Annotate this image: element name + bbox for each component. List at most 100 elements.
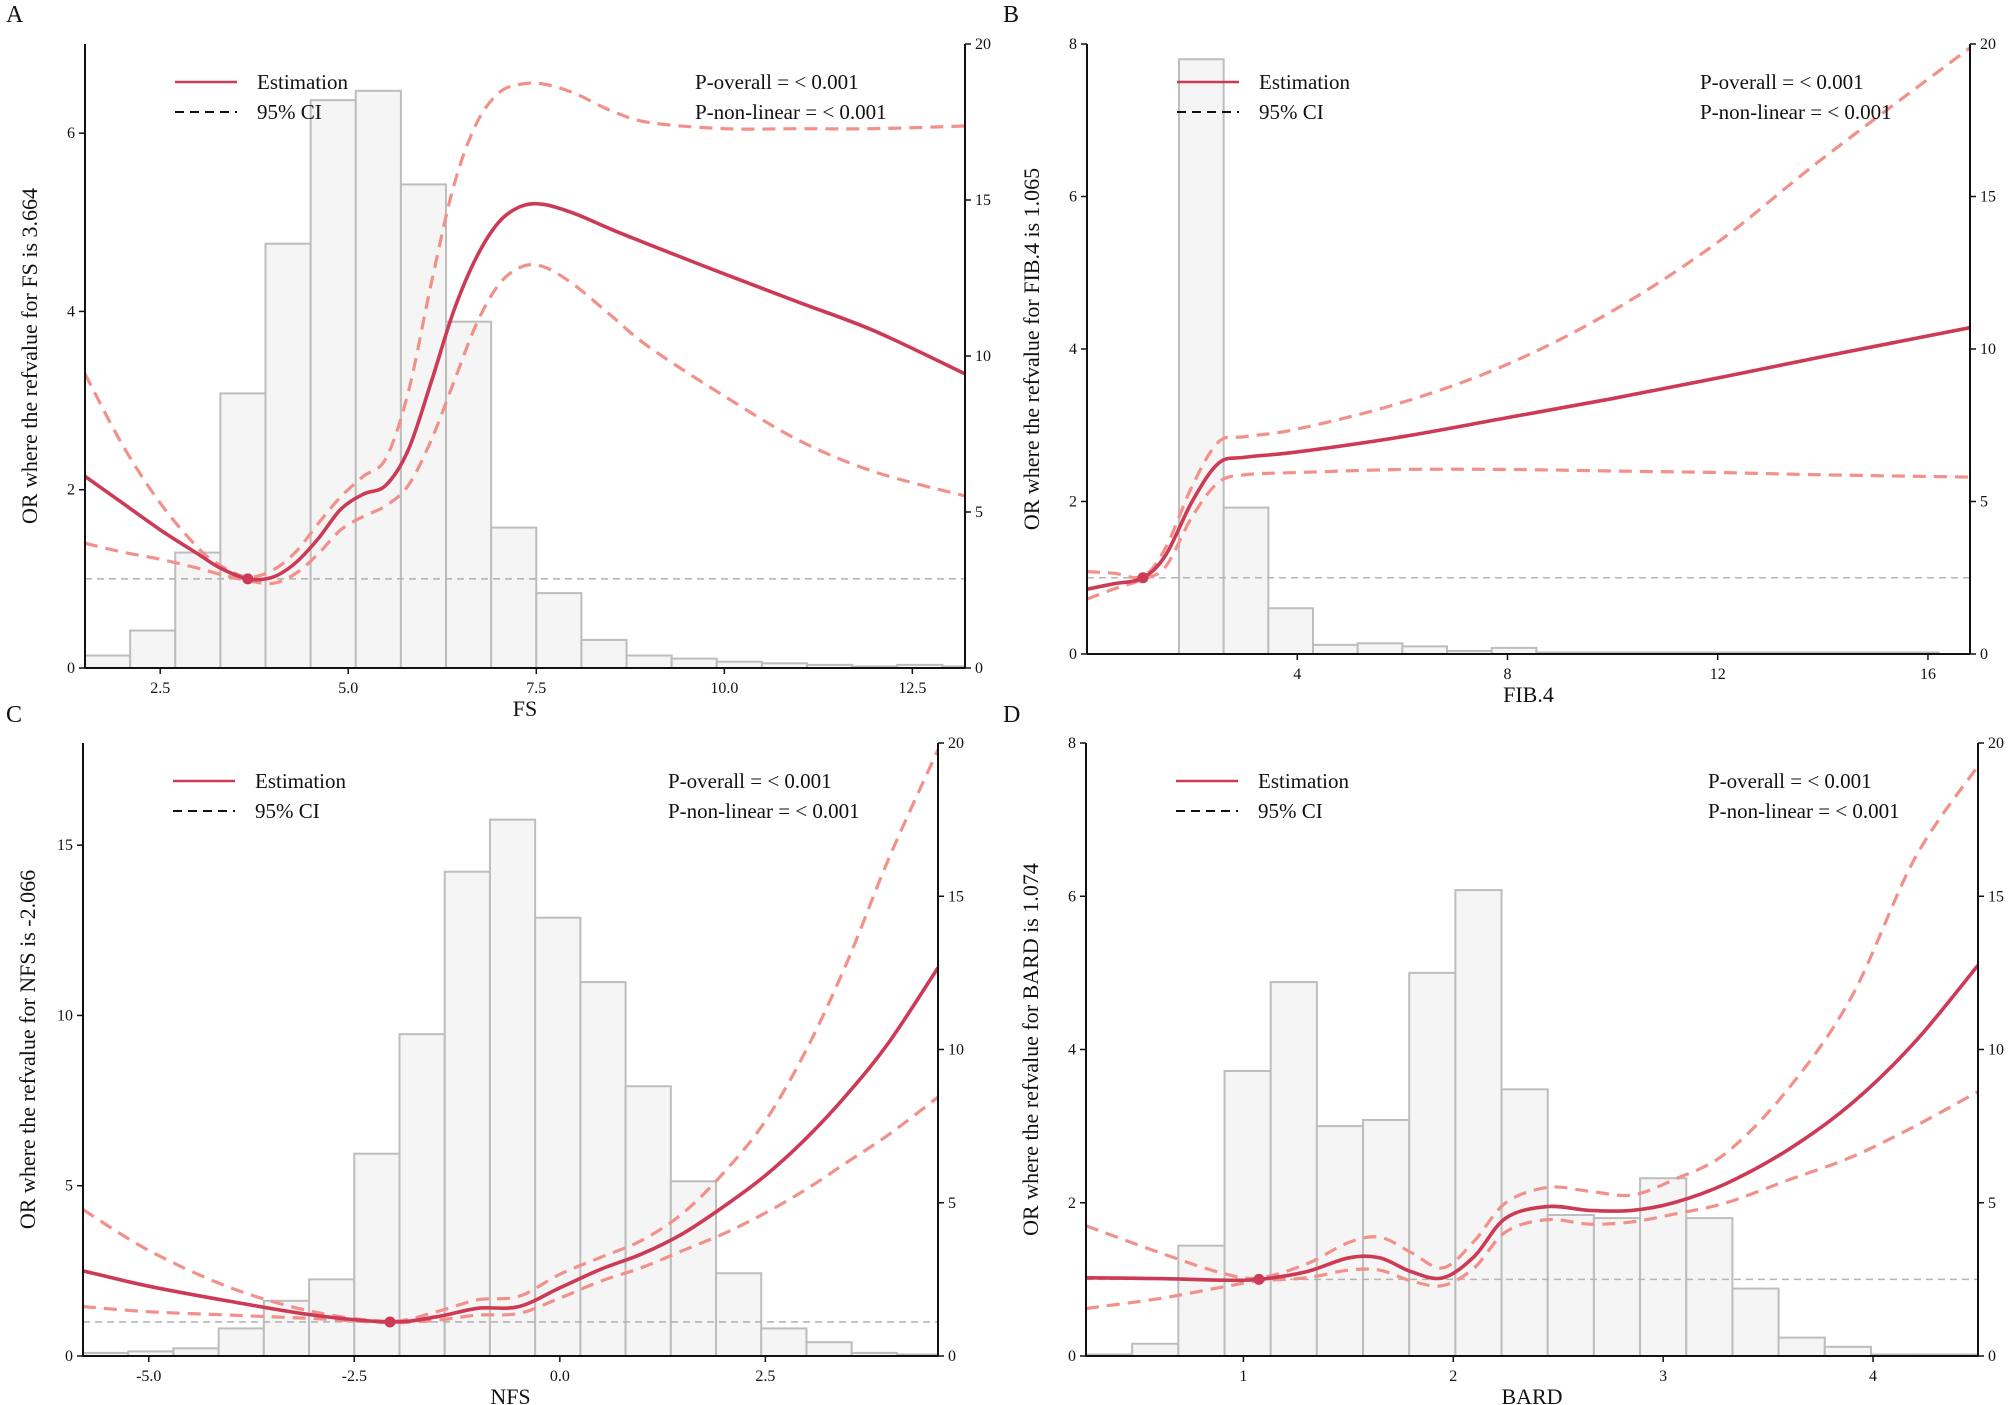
x-tick-label: 2.5 <box>755 1368 775 1385</box>
y-tick-label: 0 <box>65 1348 73 1365</box>
y-tick-label: 4 <box>1069 341 1077 358</box>
histogram-bar <box>174 551 222 669</box>
y2-tick-label: 0 <box>948 1348 956 1365</box>
panel-c: C -5.0 -2.5 0.0 2.5 0 5 10 15 0 5 10 15 20 NFS OR where… <box>6 702 964 1405</box>
legend-ci-label: 95% CI <box>1258 799 1323 823</box>
histogram-bar <box>624 1085 672 1358</box>
x-tick-label: 7.5 <box>526 680 546 697</box>
legend-estimation-label: Estimation <box>1258 769 1349 793</box>
histogram-bar <box>443 870 491 1357</box>
y-tick-label: 0 <box>1068 1348 1076 1365</box>
y-tick-label: 8 <box>1069 36 1077 53</box>
y-tick-label: 10 <box>57 1007 73 1024</box>
reference-point <box>384 1316 396 1328</box>
y2-tick-label: 5 <box>975 504 983 521</box>
histogram <box>1085 889 1979 1358</box>
x-axis-label: NFS <box>490 1384 530 1405</box>
legend-estimation-label: Estimation <box>1259 70 1350 94</box>
reference-point <box>1253 1273 1265 1285</box>
y2-tick-label: 5 <box>1980 494 1988 511</box>
histogram-bar <box>670 657 718 670</box>
ci-upper-line <box>1087 46 1970 580</box>
x-tick-label: 8 <box>1503 666 1511 683</box>
curves <box>85 81 965 586</box>
histogram-bar <box>1269 981 1318 1357</box>
histogram-bar <box>445 320 493 669</box>
legend: Estimation 95% CI <box>1176 769 1349 823</box>
legend-ci-label: 95% CI <box>257 100 322 124</box>
histogram-bar <box>399 183 448 669</box>
p-nonlinear-text: P-non-linear = < 0.001 <box>1708 799 1900 823</box>
p-nonlinear-text: P-non-linear = < 0.001 <box>1700 100 1892 124</box>
x-axis-label: FIB.4 <box>1503 682 1554 707</box>
y2-tick-label: 15 <box>975 192 991 209</box>
y2-tick-label: 15 <box>948 888 964 905</box>
legend: Estimation 95% CI <box>175 70 348 124</box>
y-tick-label: 8 <box>1068 735 1076 752</box>
histogram-bar <box>1223 1069 1272 1357</box>
histogram-bar <box>354 89 402 670</box>
histogram-bar <box>1685 1217 1734 1357</box>
p-overall-text: P-overall = < 0.001 <box>1700 70 1864 94</box>
ci-upper-line <box>1086 765 1978 1280</box>
x-axis-label: BARD <box>1501 1384 1562 1405</box>
histogram <box>82 818 939 1358</box>
y2-tick-label: 20 <box>975 36 991 53</box>
y-axis-label: OR where the refvalue for NFS is -2.066 <box>15 870 40 1229</box>
y2-tick-label: 20 <box>1988 735 2004 752</box>
legend-estimation-label: Estimation <box>255 769 346 793</box>
x-tick-label: 12.5 <box>898 680 926 697</box>
legend: Estimation 95% CI <box>1177 70 1350 124</box>
histogram-bar <box>488 818 537 1357</box>
x-tick-label: 0.0 <box>550 1368 570 1385</box>
ci-lower-line <box>85 263 965 586</box>
y2-tick-label: 10 <box>948 1042 964 1059</box>
y-tick-label: 0 <box>67 660 75 677</box>
histogram-bar <box>535 592 583 669</box>
x-tick-label: 2 <box>1449 1368 1457 1385</box>
histogram-bar <box>398 1033 446 1358</box>
x-tick-label: 5.0 <box>338 680 358 697</box>
ci-lower-line <box>83 1095 938 1325</box>
histogram-bar <box>760 1327 808 1358</box>
histogram-bar <box>579 981 627 1357</box>
histogram-bar <box>580 638 628 669</box>
histogram <box>1177 58 1940 656</box>
histogram-bar <box>1592 1217 1642 1357</box>
histogram-bar <box>1401 645 1449 655</box>
p-nonlinear-text: P-non-linear = < 0.001 <box>695 100 887 124</box>
x-tick-label: -2.5 <box>342 1368 367 1385</box>
x-tick-label: 10.0 <box>710 680 738 697</box>
y-tick-label: 4 <box>67 303 75 320</box>
histogram-bar <box>219 392 267 669</box>
y-tick-label: 2 <box>1069 494 1077 511</box>
y2-tick-label: 5 <box>948 1195 956 1212</box>
y2-tick-label: 20 <box>1980 36 1996 53</box>
histogram-bar <box>129 629 177 669</box>
y-axis-label: OR where the refvalue for FS is 3.664 <box>17 188 42 524</box>
histogram-bar <box>1356 642 1404 656</box>
y2-tick-label: 15 <box>1980 189 1996 206</box>
y2-tick-label: 10 <box>1980 341 1996 358</box>
x-tick-label: 16 <box>1920 666 1936 683</box>
p-overall-text: P-overall = < 0.001 <box>668 769 832 793</box>
histogram-bar <box>715 1272 763 1357</box>
p-overall-text: P-overall = < 0.001 <box>1708 769 1872 793</box>
y-tick-label: 6 <box>1068 888 1076 905</box>
curves <box>83 749 938 1325</box>
x-tick-label: 4 <box>1869 1368 1877 1385</box>
reference-point <box>242 573 254 585</box>
y2-tick-label: 10 <box>1988 1042 2004 1059</box>
x-tick-label: 4 <box>1293 666 1301 683</box>
histogram-bar <box>1177 58 1225 655</box>
panel-label: D <box>1003 702 1020 728</box>
y-tick-label: 6 <box>67 125 75 142</box>
y-tick-label: 15 <box>57 837 73 854</box>
panel-d: D 1 2 3 4 0 2 4 6 8 0 5 10 15 20 BARD OR where the refva… <box>1003 702 2004 1405</box>
x-tick-label: -5.0 <box>136 1368 161 1385</box>
panel-label: A <box>6 2 24 28</box>
histogram-bar <box>805 1341 853 1358</box>
histogram-bar <box>1731 1287 1780 1357</box>
histogram-bar <box>625 654 673 670</box>
x-axis-label: FS <box>513 696 537 721</box>
